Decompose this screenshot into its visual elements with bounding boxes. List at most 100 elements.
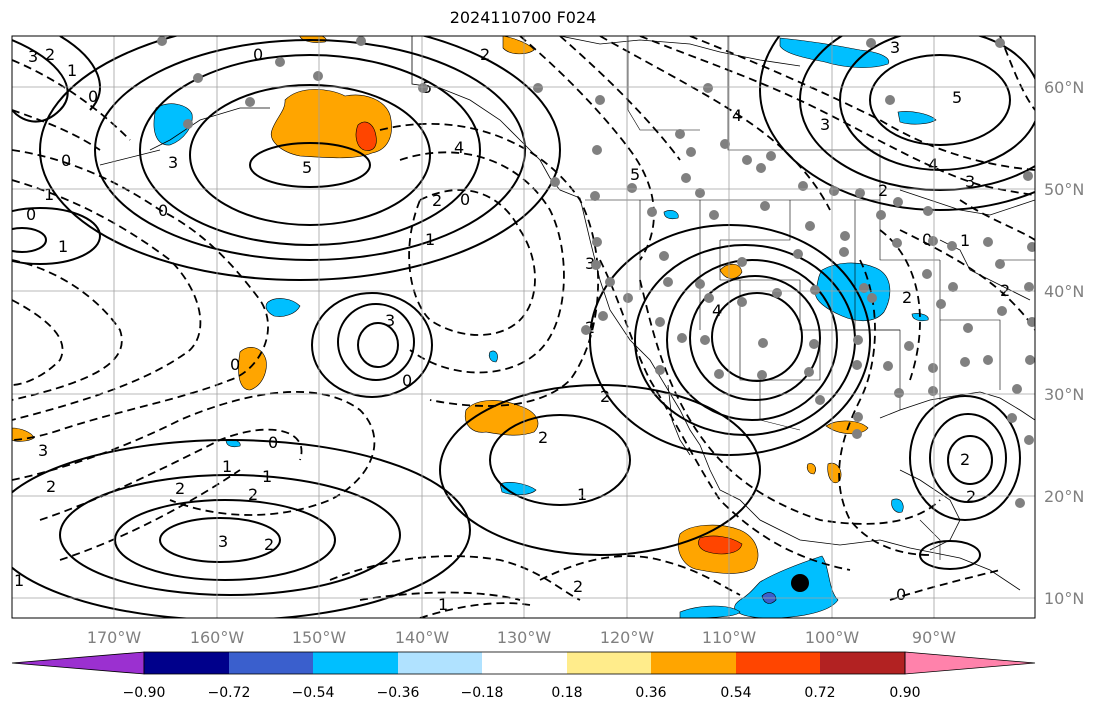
- colorbar-frame: [143, 651, 906, 675]
- contour-label: 1: [577, 485, 587, 504]
- contour-label: 0: [158, 201, 168, 220]
- contour-label: 4: [732, 106, 742, 125]
- contour-label: 2: [46, 477, 56, 496]
- colorbar-labels: −0.90 −0.72 −0.54 −0.36 −0.18 0.18 0.36 …: [123, 685, 921, 701]
- latitude-label: 60°N: [1044, 78, 1084, 97]
- contour-label: 0: [26, 205, 36, 224]
- colorbar-segment: [144, 652, 229, 674]
- contour-label: 4: [454, 138, 464, 157]
- contour-label: 2: [480, 45, 490, 64]
- colorbar-segment: [567, 652, 651, 674]
- contour-label: 1: [67, 61, 77, 80]
- map-frame: [11, 35, 1036, 619]
- contour-labels: 3 2 1 0 0 5 3 5 4 2 0 1 0 1 0 1 3 0 3 2 …: [14, 38, 1010, 614]
- colorbar-segment: [398, 652, 482, 674]
- longitude-label: 100°W: [805, 628, 860, 647]
- colorbar-label: −0.72: [208, 685, 251, 701]
- contour-label: 4: [928, 155, 938, 174]
- colorbar-label: 0.72: [804, 685, 835, 701]
- contour-label: 2: [248, 485, 258, 504]
- contour-label: 2: [432, 191, 442, 210]
- colorbar-segment: [736, 652, 820, 674]
- contour-label: 3: [965, 172, 975, 191]
- colorbar: −0.90 −0.72 −0.54 −0.36 −0.18 0.18 0.36 …: [11, 651, 1036, 701]
- colorbar-segment: [482, 652, 567, 674]
- longitude-label: 110°W: [702, 628, 757, 647]
- latitude-label: 10°N: [1044, 589, 1084, 608]
- contour-label: 3: [585, 254, 595, 273]
- contour-label: 3: [28, 47, 38, 66]
- colorbar-segment: [904, 651, 1036, 675]
- colorbar-label: −0.54: [292, 685, 335, 701]
- contour-label: 2: [966, 487, 976, 506]
- contour-label: 5: [302, 158, 312, 177]
- contour-label: 3: [820, 115, 830, 134]
- contour-label: 1: [14, 571, 24, 590]
- contour-label: 0: [230, 355, 240, 374]
- contour-label: 3: [218, 532, 228, 551]
- map-title: 2024110700 F024: [449, 8, 597, 27]
- longitude-label: 130°W: [497, 628, 552, 647]
- contour-label: 2: [45, 45, 55, 64]
- contour-label: 2: [1000, 281, 1010, 300]
- latitude-label: 40°N: [1044, 282, 1084, 301]
- colorbar-segment: [651, 652, 736, 674]
- contour-label: 0: [268, 433, 278, 452]
- contour-label: 0: [402, 371, 412, 390]
- longitude-labels: 170°W 160°W 150°W 140°W 130°W 120°W 110°…: [87, 628, 956, 647]
- contour-label: 3: [38, 441, 48, 460]
- longitude-label: 150°W: [292, 628, 347, 647]
- storm-center-marker: [791, 574, 809, 592]
- contour-label: 2: [600, 387, 610, 406]
- political-borders: [585, 36, 1035, 560]
- contour-label: 0: [253, 45, 263, 64]
- contour-label: 1: [222, 457, 232, 476]
- shaded-areas: [12, 36, 937, 618]
- longitude-label: 140°W: [395, 628, 450, 647]
- contour-label: 5: [952, 88, 962, 107]
- contour-label: 1: [58, 237, 68, 256]
- contour-label: 2: [538, 428, 548, 447]
- contour-label: 2: [264, 535, 274, 554]
- colorbar-label: −0.90: [123, 685, 166, 701]
- colorbar-segment: [11, 651, 145, 675]
- map-field: 3 2 1 0 0 5 3 5 4 2 0 1 0 1 0 1 3 0 3 2 …: [12, 36, 1035, 618]
- contour-label: 2: [573, 577, 583, 596]
- contour-label: 1: [44, 185, 54, 204]
- positive-contours: [12, 36, 1035, 618]
- contour-label: 1: [438, 595, 448, 614]
- graticule: [12, 36, 1035, 618]
- contour-label: 0: [61, 151, 71, 170]
- colorbar-segment: [820, 652, 905, 674]
- contour-label: 5: [630, 165, 640, 184]
- longitude-label: 170°W: [87, 628, 142, 647]
- contour-label: 2: [902, 288, 912, 307]
- contour-label: 1: [960, 231, 970, 250]
- colorbar-label: 0.54: [720, 685, 751, 701]
- latitude-label: 30°N: [1044, 385, 1084, 404]
- contour-label: 4: [712, 301, 722, 320]
- coastlines: [99, 36, 1035, 591]
- contour-label: 2: [175, 479, 185, 498]
- longitude-label: 120°W: [600, 628, 655, 647]
- colorbar-segment: [229, 652, 313, 674]
- colorbar-label: 0.36: [635, 685, 666, 701]
- colorbar-segment: [313, 652, 398, 674]
- colorbar-label: −0.36: [377, 685, 420, 701]
- contour-label: 1: [262, 467, 272, 486]
- contour-label: 0: [896, 585, 906, 604]
- contour-label: 0: [922, 230, 932, 249]
- contour-label: 1: [425, 230, 435, 249]
- contour-label: 0: [460, 190, 470, 209]
- latitude-label: 50°N: [1044, 180, 1084, 199]
- contour-label: 2: [878, 181, 888, 200]
- colorbar-label: −0.18: [461, 685, 504, 701]
- longitude-label: 160°W: [190, 628, 245, 647]
- longitude-label: 90°W: [912, 628, 956, 647]
- latitude-labels: 60°N 50°N 40°N 30°N 20°N 10°N: [1044, 78, 1084, 608]
- contour-label: 2: [960, 450, 970, 469]
- station-markers: [157, 36, 1035, 508]
- contour-label: 3: [890, 38, 900, 57]
- contour-label: 3: [168, 153, 178, 172]
